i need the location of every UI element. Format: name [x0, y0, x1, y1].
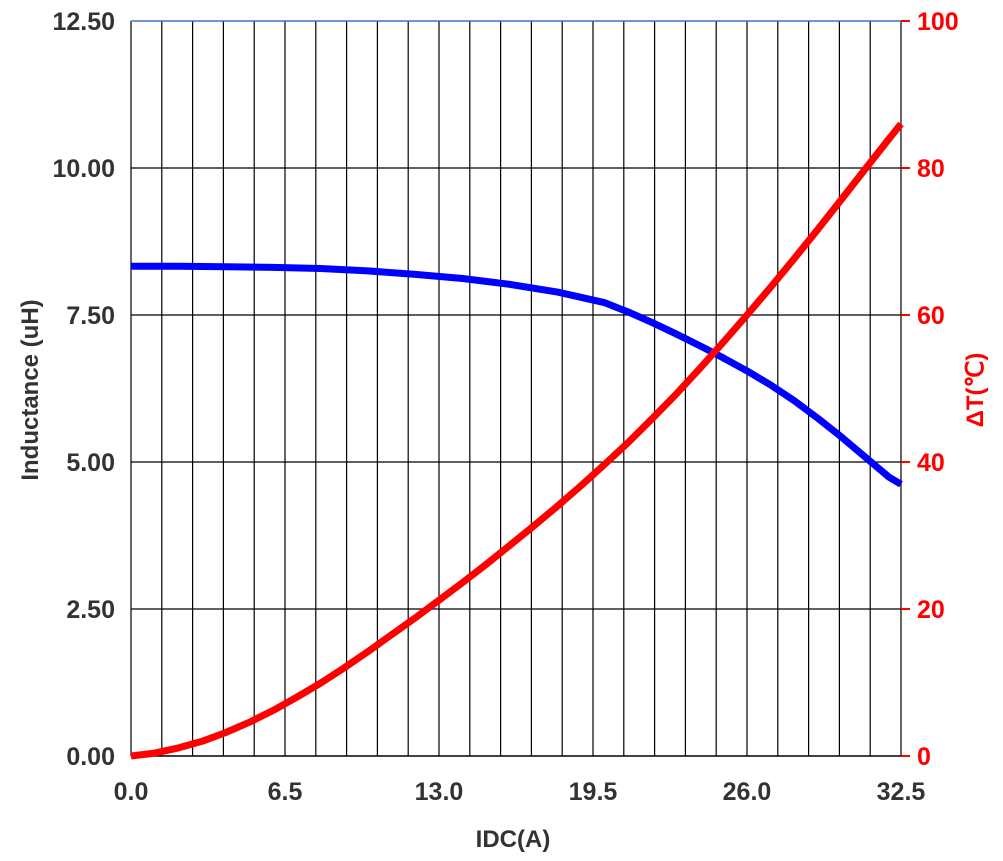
bottom-axis-ticks: 0.0 6.5 13.0 19.5 26.0 32.5	[114, 778, 926, 806]
right-axis-tick-label: 40	[917, 449, 945, 477]
right-axis-tick-label: 60	[917, 302, 945, 330]
left-axis-tick-label: 2.50	[66, 596, 115, 624]
bottom-axis-tick-label: 32.5	[877, 778, 926, 806]
bottom-axis-tick-label: 6.5	[268, 778, 303, 806]
right-axis-tick-label: 0	[917, 743, 931, 771]
bottom-axis-tick-label: 13.0	[415, 778, 464, 806]
left-axis-tick-label: 10.00	[52, 155, 115, 183]
x-axis-title: IDC(A)	[476, 826, 551, 853]
right-axis-tick-label: 100	[917, 8, 959, 36]
bottom-axis-tick-label: 26.0	[723, 778, 772, 806]
bottom-axis-tick-label: 19.5	[569, 778, 618, 806]
left-axis-ticks: 0.00 2.50 5.00 7.50 10.00 12.50	[52, 8, 115, 771]
left-axis-tick-label: 0.00	[66, 743, 115, 771]
inductance-series-line	[131, 262, 903, 488]
left-axis-tick-label: 7.50	[66, 302, 115, 330]
y-axis-title: Inductance (uH)	[17, 299, 44, 480]
temperature-series-line	[130, 121, 904, 760]
right-axis-ticks: 0 20 40 60 80 100	[901, 8, 959, 771]
left-axis-tick-label: 12.50	[52, 8, 115, 36]
left-axis-tick-label: 5.00	[66, 449, 115, 477]
bottom-axis-tick-label: 0.0	[114, 778, 149, 806]
right-axis-title: ΔT(℃)	[962, 353, 989, 428]
right-axis-tick-label: 80	[917, 155, 945, 183]
series-layer	[130, 121, 904, 760]
right-axis-tick-label: 20	[917, 596, 945, 624]
grid-lines	[130, 21, 902, 757]
